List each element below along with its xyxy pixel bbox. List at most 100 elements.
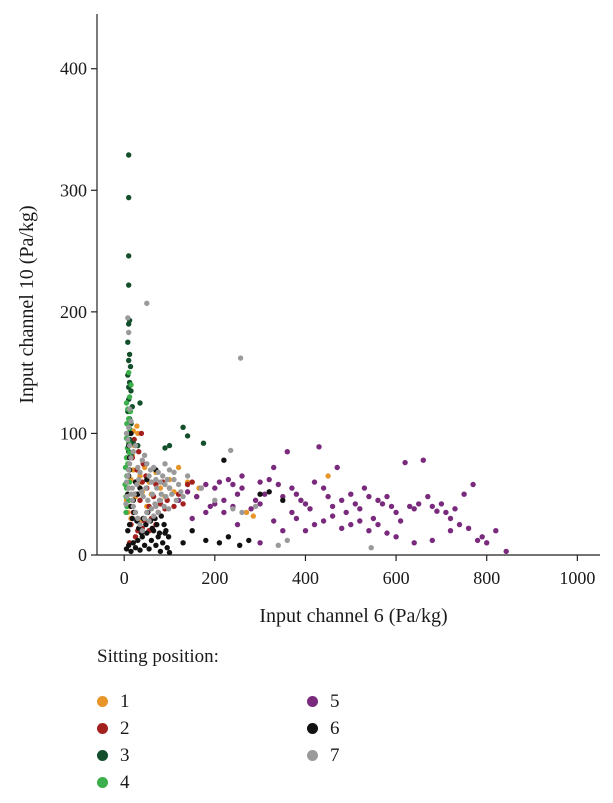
data-point xyxy=(384,493,390,500)
y-tick-label: 0 xyxy=(78,545,87,565)
data-point xyxy=(126,321,132,327)
data-point xyxy=(123,400,130,406)
data-point xyxy=(456,521,463,528)
data-point xyxy=(126,194,132,201)
data-point xyxy=(137,469,143,475)
data-point xyxy=(411,540,417,546)
data-point xyxy=(153,503,159,510)
data-point xyxy=(230,481,236,488)
data-point xyxy=(156,530,163,536)
data-point xyxy=(148,479,155,485)
data-point xyxy=(339,525,345,531)
data-point xyxy=(239,509,245,516)
axes: 0 100 200 300 400 0 200 400 600 800 1000 xyxy=(60,14,600,588)
data-point xyxy=(125,339,131,345)
data-point xyxy=(216,479,223,485)
data-point xyxy=(370,515,377,522)
data-point xyxy=(207,503,213,510)
data-point xyxy=(126,424,132,430)
data-point xyxy=(293,491,300,497)
data-point xyxy=(271,518,277,524)
legend-label: 4 xyxy=(120,771,130,793)
data-point xyxy=(465,525,472,531)
series-6 xyxy=(123,430,286,556)
data-point xyxy=(438,501,445,507)
legend-title: Sitting position: xyxy=(97,646,219,667)
data-point xyxy=(388,503,395,510)
legend-item: 6 xyxy=(307,715,517,742)
data-point xyxy=(165,506,172,512)
data-point xyxy=(348,491,354,497)
data-point xyxy=(246,537,252,544)
data-point xyxy=(128,388,134,394)
data-point xyxy=(126,467,132,473)
y-tick-label: 100 xyxy=(60,423,87,443)
data-point xyxy=(128,430,134,437)
data-point xyxy=(148,537,155,544)
data-point xyxy=(137,497,143,503)
data-point xyxy=(175,464,182,471)
data-point xyxy=(134,423,140,429)
data-point xyxy=(452,506,458,512)
data-point xyxy=(166,442,173,449)
data-point xyxy=(252,503,259,510)
data-point xyxy=(447,528,454,534)
data-point xyxy=(311,521,318,528)
data-point xyxy=(248,506,254,512)
data-point xyxy=(126,329,132,336)
data-point xyxy=(203,509,209,516)
data-point xyxy=(144,530,150,536)
legend-item: 1 xyxy=(97,688,307,715)
data-point xyxy=(164,545,170,551)
data-point xyxy=(289,485,295,491)
data-point xyxy=(234,521,241,528)
data-point xyxy=(289,509,295,516)
data-point xyxy=(393,534,399,540)
data-point xyxy=(266,489,272,495)
data-point xyxy=(280,528,286,534)
data-point xyxy=(393,509,399,516)
data-point xyxy=(225,534,232,540)
data-point xyxy=(162,445,168,451)
data-point xyxy=(257,501,263,507)
legend-label: 7 xyxy=(330,744,340,766)
data-point xyxy=(125,315,131,321)
data-point xyxy=(366,493,372,500)
data-point xyxy=(230,506,236,512)
data-point xyxy=(137,521,143,528)
y-tick-label: 200 xyxy=(60,302,87,322)
data-point xyxy=(325,473,331,479)
data-point xyxy=(135,515,141,522)
data-point xyxy=(143,521,149,528)
data-point xyxy=(189,479,195,485)
data-point xyxy=(126,461,133,467)
data-point xyxy=(160,540,166,546)
data-point xyxy=(125,473,131,479)
data-point xyxy=(434,508,440,514)
data-point xyxy=(136,449,142,455)
data-point xyxy=(189,515,195,522)
data-point xyxy=(200,440,207,446)
x-tick-label: 400 xyxy=(292,568,319,588)
data-point xyxy=(470,481,476,488)
legend-label: 3 xyxy=(120,744,130,766)
data-point xyxy=(129,497,135,503)
data-point xyxy=(257,540,263,546)
data-point xyxy=(243,509,250,516)
data-point xyxy=(447,515,454,522)
legend-marker xyxy=(97,750,108,761)
data-point xyxy=(132,545,139,551)
data-point xyxy=(237,355,244,361)
data-point xyxy=(160,473,166,479)
data-point xyxy=(161,503,167,510)
data-point xyxy=(128,491,134,497)
data-point xyxy=(221,457,227,463)
data-point xyxy=(311,479,318,485)
data-point xyxy=(140,493,146,500)
data-point xyxy=(157,479,164,485)
data-point xyxy=(429,537,435,544)
data-points xyxy=(122,152,509,556)
legend-items: 1 2 3 4 5 6 7 xyxy=(97,688,517,796)
data-point xyxy=(141,542,148,548)
data-point xyxy=(130,540,136,546)
